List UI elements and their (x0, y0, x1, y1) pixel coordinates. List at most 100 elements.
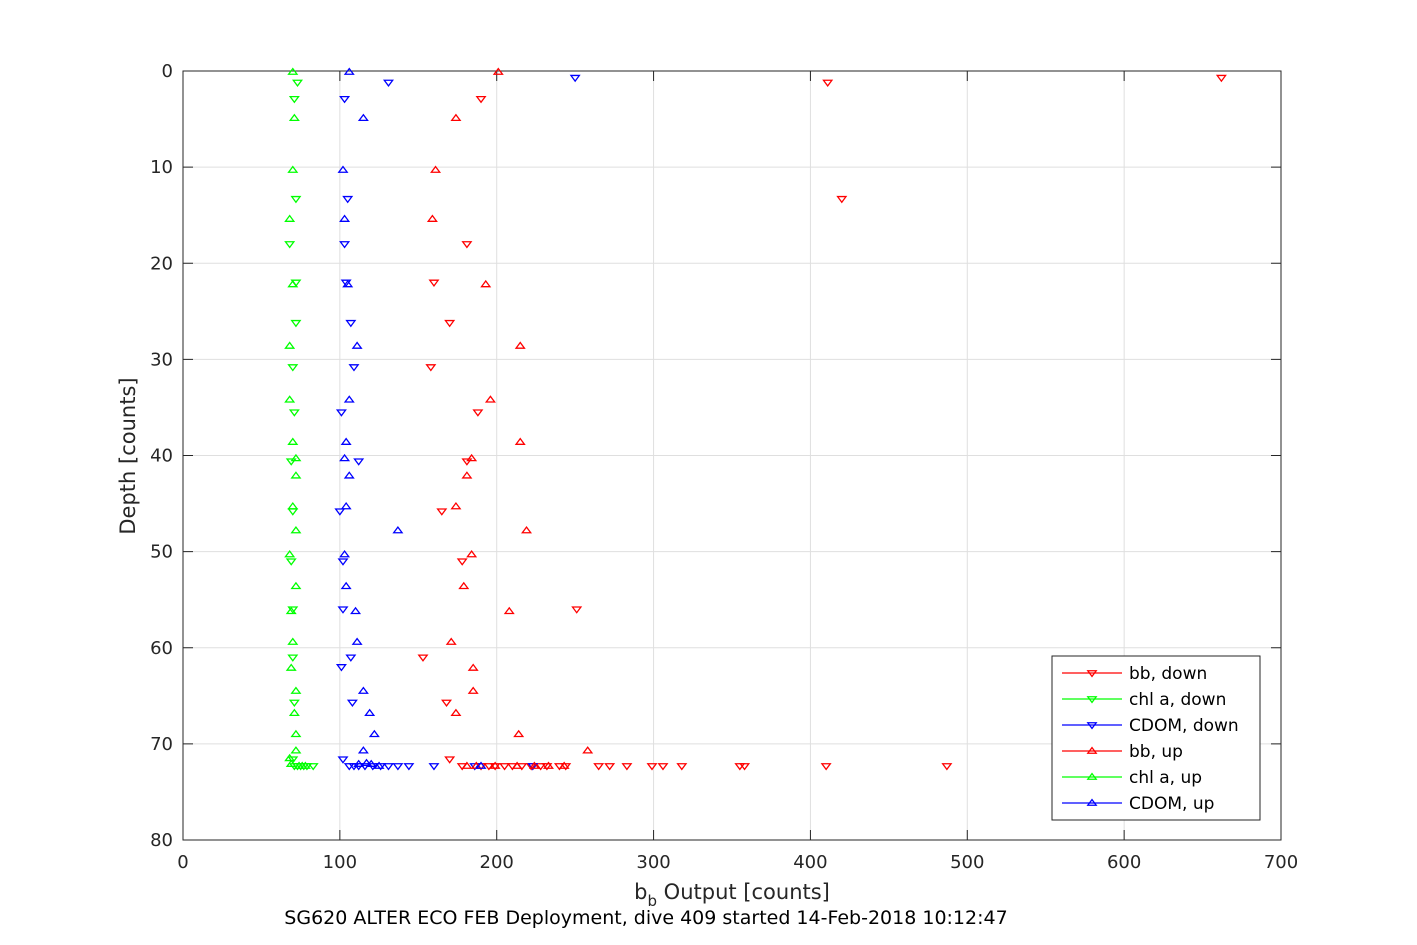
data-point (445, 637, 457, 645)
x-tick-label: 0 (177, 852, 188, 873)
data-point (458, 581, 470, 590)
data-point (353, 759, 365, 767)
data-point (521, 525, 533, 534)
data-point (456, 558, 468, 566)
data-point (484, 395, 496, 403)
data-point (492, 67, 504, 75)
data-point (346, 699, 358, 708)
data-point (345, 654, 357, 662)
legend: bb, down chl a, down CDOM, down bb, up chl a… (1051, 655, 1261, 821)
data-point (461, 761, 473, 769)
data-point (284, 395, 296, 403)
data-point (461, 471, 473, 479)
data-point (292, 79, 303, 88)
data-point (290, 581, 302, 590)
x-axis-title-sub: b (647, 892, 657, 910)
data-point (472, 409, 484, 417)
data-point (348, 364, 360, 372)
x-tick-label: 300 (636, 852, 670, 873)
data-point (822, 79, 834, 88)
data-point (820, 763, 832, 771)
data-point (836, 195, 848, 204)
data-point (450, 501, 462, 510)
data-point (466, 453, 478, 462)
data-point (489, 763, 501, 771)
data-point (425, 364, 437, 372)
data-point (284, 753, 296, 762)
marks (284, 67, 1227, 771)
legend-label: chl a, up (1129, 768, 1202, 788)
data-point (403, 763, 415, 771)
data-point (483, 763, 495, 771)
y-tick-label: 50 (150, 542, 173, 563)
data-point (475, 95, 487, 104)
data-point (290, 195, 302, 204)
data-point (428, 279, 440, 287)
data-point (287, 756, 299, 764)
data-point (343, 67, 355, 75)
legend-marker (1086, 772, 1098, 780)
data-point (339, 453, 351, 462)
data-point (417, 654, 429, 662)
legend-label: CDOM, down (1129, 716, 1239, 736)
data-point (335, 409, 347, 417)
y-tick-label: 10 (150, 157, 173, 178)
y-tick-label: 20 (150, 253, 173, 274)
data-point (287, 437, 299, 445)
data-point (290, 686, 302, 694)
y-tick-label: 40 (150, 446, 173, 467)
data-point (290, 319, 302, 328)
y-axis-title: Depth [counts] (116, 377, 140, 534)
data-point (392, 525, 404, 534)
data-point (285, 558, 297, 566)
data-point (426, 214, 438, 222)
data-point (339, 214, 351, 222)
y-tick-label: 80 (150, 830, 173, 851)
axes (182, 70, 1282, 841)
legend-label: chl a, down (1129, 690, 1226, 710)
data-point (480, 279, 492, 288)
data-point (604, 763, 616, 771)
axes-frame (182, 70, 1282, 841)
data-point (467, 663, 479, 671)
data-point (558, 761, 570, 769)
legend-label: CDOM, up (1129, 794, 1214, 814)
data-point (288, 708, 300, 717)
data-point (285, 606, 297, 615)
data-point (342, 279, 354, 288)
data-point (511, 761, 523, 769)
x-tick-label: 600 (1107, 852, 1141, 873)
x-axis-title: bb Output [counts] (634, 880, 830, 910)
data-point (287, 165, 299, 173)
x-axis-title-main: b (634, 880, 647, 904)
data-point (503, 606, 515, 615)
data-point (307, 763, 319, 771)
data-point (428, 763, 440, 771)
data-point (342, 195, 354, 204)
data-point (430, 165, 442, 173)
data-point (461, 241, 473, 249)
data-point (285, 663, 297, 671)
data-point (288, 95, 300, 104)
data-point (489, 761, 501, 769)
data-point (287, 67, 299, 75)
data-point (739, 763, 751, 771)
data-point (335, 664, 347, 672)
data-point (357, 686, 369, 694)
data-point (364, 708, 376, 717)
data-point (461, 458, 473, 466)
data-point (337, 165, 349, 173)
data-point (350, 606, 362, 615)
data-point (351, 341, 363, 349)
x-tick-label: 700 (1264, 852, 1298, 873)
data-point (941, 763, 953, 771)
data-point (287, 637, 299, 645)
data-point (353, 458, 365, 466)
data-point (284, 241, 296, 249)
x-axis-title-rest: Output [counts] (657, 880, 830, 904)
data-point (368, 729, 380, 738)
data-point (450, 113, 462, 122)
data-point (542, 761, 554, 769)
data-point (284, 550, 296, 558)
